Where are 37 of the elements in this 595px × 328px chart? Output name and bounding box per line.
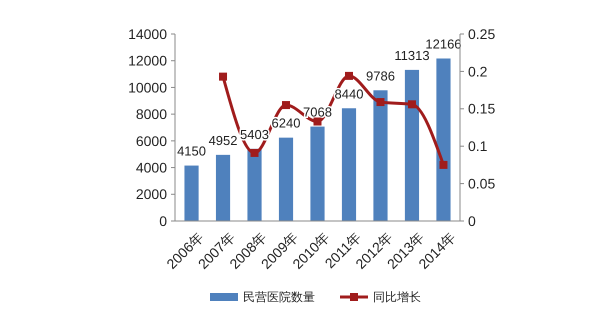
data-label: 9786 xyxy=(366,68,395,84)
bar xyxy=(404,70,420,221)
y-tick-label: 2000 xyxy=(136,186,168,202)
point xyxy=(344,72,353,80)
data-label: 4952 xyxy=(208,132,238,148)
point xyxy=(408,100,416,108)
legend-label: 民营医院数量 xyxy=(243,290,315,304)
data-label: 11313 xyxy=(394,48,430,63)
y2-tick-label: 0.05 xyxy=(468,176,496,192)
y-tick-label: 12000 xyxy=(128,52,168,69)
y-tick-label: 4000 xyxy=(136,159,168,176)
y-tick-label: 0 xyxy=(159,212,168,229)
y-tick-label: 14000 xyxy=(128,26,168,42)
y-tick-label: 10000 xyxy=(128,79,168,96)
bar xyxy=(436,58,451,221)
point xyxy=(250,148,259,157)
bar xyxy=(310,126,325,221)
data-label: 4150 xyxy=(177,144,206,159)
y2-tick-label: 0.2 xyxy=(468,63,488,80)
bar xyxy=(247,148,262,221)
legend-label: 同比增长 xyxy=(373,290,421,304)
point xyxy=(439,160,448,169)
point xyxy=(219,72,228,81)
y-tick-label: 8000 xyxy=(136,106,168,122)
bar xyxy=(342,108,356,221)
y-tick-label: 6000 xyxy=(136,132,168,149)
y2-tick-label: 0 xyxy=(468,212,476,229)
y2-tick-label: 0.25 xyxy=(468,26,496,42)
y2-tick-label: 0.1 xyxy=(468,138,488,154)
bar xyxy=(184,166,199,221)
y2-tick-label: 0.15 xyxy=(468,100,496,117)
bar xyxy=(373,90,388,221)
point xyxy=(314,118,322,126)
bar xyxy=(278,138,294,221)
point xyxy=(376,98,384,106)
point xyxy=(282,101,290,110)
bar xyxy=(216,154,230,221)
